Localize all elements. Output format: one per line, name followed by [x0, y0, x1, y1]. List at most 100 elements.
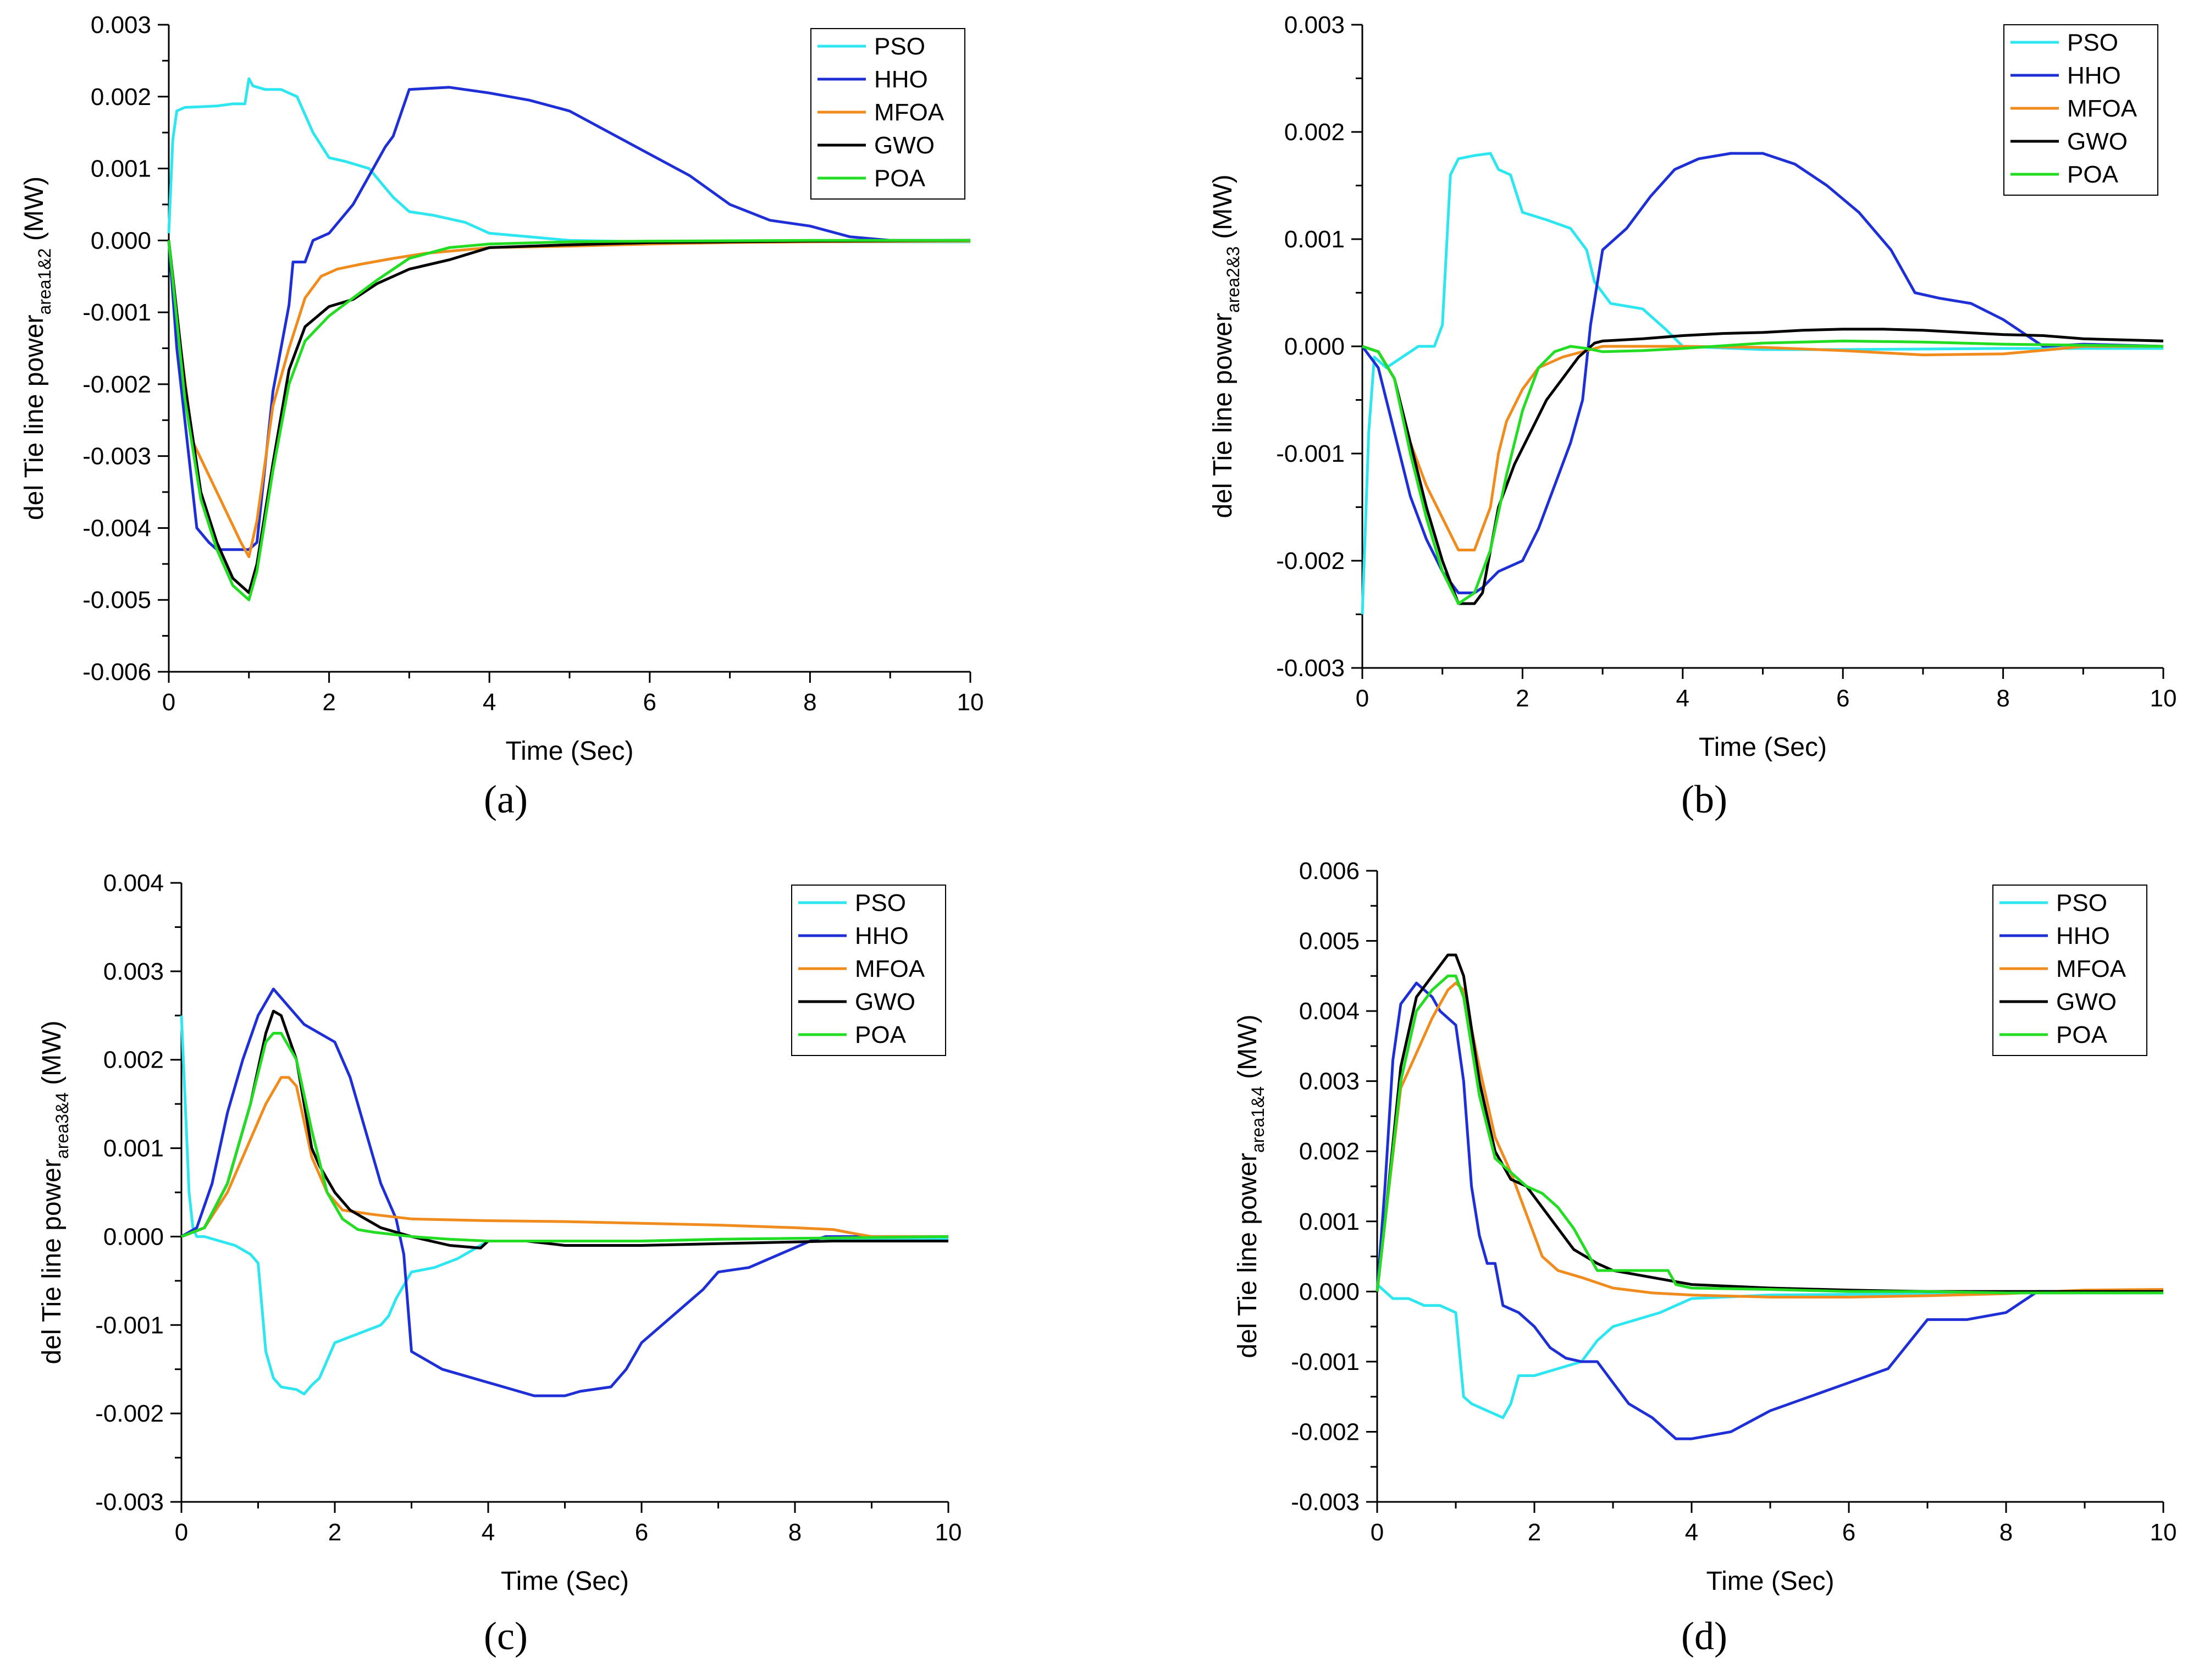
legend-label-mfoa: MFOA	[2056, 955, 2126, 982]
x-tick-label: 6	[635, 1519, 648, 1546]
panel-label: (c)	[484, 1614, 528, 1658]
series-line-gwo	[181, 1009, 948, 1250]
x-tick-label: 2	[322, 689, 335, 716]
x-tick-label: 8	[1999, 1519, 2013, 1546]
y-tick-label: 0.003	[103, 958, 164, 985]
x-tick-label: 10	[935, 1519, 962, 1546]
series-line-gwo	[1362, 328, 2164, 605]
y-tick-label: -0.005	[82, 587, 151, 614]
y-tick-label: -0.003	[1276, 655, 1345, 682]
legend-label-gwo: GWO	[2067, 128, 2128, 155]
y-tick-label: 0.000	[1284, 333, 1345, 360]
legend-box	[810, 28, 965, 200]
legend-label-poa: POA	[874, 165, 926, 192]
x-tick-label: 6	[1842, 1519, 1855, 1546]
legend: PSO HHO MFOA GWO POA	[791, 885, 946, 1056]
y-tick-label: 0.006	[1299, 858, 1360, 885]
x-tick-label: 4	[482, 1519, 495, 1546]
series-line-gwo	[167, 239, 971, 594]
series-line-poa	[1362, 339, 2164, 605]
y-tick-label: -0.001	[82, 299, 151, 326]
legend-label-hho: HHO	[2056, 922, 2110, 949]
x-tick-label: 10	[957, 689, 984, 716]
legend-label-mfoa: MFOA	[855, 955, 925, 982]
y-tick-label: 0.002	[91, 84, 151, 110]
series-line-mfoa	[1362, 345, 2163, 551]
x-tick-label: 2	[1528, 1519, 1541, 1546]
legend-label-pso: PSO	[2056, 889, 2107, 916]
x-tick-label: 4	[1685, 1519, 1698, 1546]
y-tick-label: 0.004	[103, 870, 164, 897]
x-tick-label: 8	[788, 1519, 802, 1546]
chart-panel-0: 0 2 4 6 8 10 -0.006 -0.005 -0.004 -0.003 -0.002 -0.…	[20, 12, 984, 821]
legend-label-hho: HHO	[874, 66, 928, 93]
y-axis-title: del Tie line powerarea2&3 (MW)	[1208, 174, 1243, 518]
x-tick-label: 6	[643, 689, 656, 716]
series-line-pso	[167, 77, 970, 244]
y-tick-label: -0.002	[1276, 548, 1345, 574]
x-tick-label: 4	[483, 689, 496, 716]
series-line-pso	[1361, 152, 2163, 615]
x-axis-title: Time (Sec)	[501, 1567, 629, 1596]
x-axis-title: Time (Sec)	[1699, 733, 1827, 762]
x-tick-label: 4	[1676, 685, 1689, 712]
legend-box	[1992, 885, 2147, 1056]
series-line-hho	[180, 987, 948, 1397]
x-tick-label: 2	[328, 1519, 341, 1546]
series-line-poa	[167, 239, 970, 601]
series-line-poa	[181, 1032, 949, 1242]
y-tick-label: 0.001	[1284, 226, 1345, 253]
y-tick-label: -0.002	[1291, 1418, 1360, 1445]
y-tick-label: 0.002	[103, 1047, 164, 1074]
x-tick-label: 10	[2150, 1519, 2177, 1546]
x-axis-title: Time (Sec)	[506, 737, 634, 766]
y-tick-label: -0.001	[1291, 1349, 1360, 1375]
y-axis-title: del Tie line powerarea3&4 (MW)	[37, 1020, 72, 1364]
y-tick-label: -0.003	[1291, 1489, 1360, 1516]
y-tick-label: -0.003	[95, 1489, 164, 1516]
y-tick-label: 0.005	[1299, 928, 1360, 955]
x-tick-label: 8	[1996, 685, 2009, 712]
legend-label-gwo: GWO	[855, 988, 915, 1015]
legend-label-poa: POA	[2067, 161, 2119, 188]
y-tick-label: 0.001	[1299, 1208, 1360, 1235]
series-line-mfoa	[181, 1076, 948, 1238]
y-tick-label: 0.000	[103, 1223, 164, 1250]
x-tick-label: 2	[1516, 685, 1529, 712]
y-tick-label: 0.003	[91, 12, 151, 38]
y-axis-title: del Tie line powerarea1&2 (MW)	[20, 176, 54, 520]
y-tick-label: 0.000	[91, 227, 151, 254]
legend-label-pso: PSO	[874, 33, 925, 60]
legend-box	[791, 885, 946, 1056]
y-tick-label: 0.002	[1284, 119, 1345, 146]
x-tick-label: 10	[2150, 685, 2177, 712]
y-tick-label: 0.004	[1299, 998, 1360, 1025]
legend-label-poa: POA	[855, 1021, 907, 1048]
legend-label-gwo: GWO	[874, 132, 935, 159]
panel-label: (b)	[1681, 777, 1727, 821]
x-tick-label: 0	[175, 1519, 188, 1546]
legend-box	[2003, 24, 2158, 196]
chart-panel-3: 0 2 4 6 8 10 -0.003 -0.002 -0.001 0.000 0.001 0.002…	[1233, 858, 2177, 1658]
y-tick-label: -0.006	[82, 659, 151, 686]
y-tick-label: -0.001	[1276, 440, 1345, 467]
x-tick-label: 8	[803, 689, 816, 716]
y-tick-label: -0.002	[82, 371, 151, 398]
legend-label-hho: HHO	[855, 922, 909, 949]
panel-label: (d)	[1681, 1614, 1727, 1658]
y-tick-label: 0.001	[103, 1135, 164, 1162]
legend: PSO HHO MFOA GWO POA	[1992, 885, 2147, 1056]
y-tick-label: -0.002	[95, 1400, 164, 1427]
y-tick-label: 0.001	[91, 156, 151, 183]
y-tick-label: 0.002	[1299, 1138, 1360, 1165]
y-tick-label: 0.003	[1284, 12, 1345, 38]
x-tick-label: 6	[1836, 685, 1849, 712]
y-tick-label: -0.001	[95, 1312, 164, 1339]
x-tick-label: 0	[162, 689, 175, 716]
series-line-hho	[167, 86, 970, 551]
legend-label-gwo: GWO	[2056, 988, 2117, 1015]
series-line-mfoa	[167, 240, 971, 559]
legend-label-mfoa: MFOA	[874, 99, 944, 126]
x-tick-label: 0	[1371, 1519, 1384, 1546]
